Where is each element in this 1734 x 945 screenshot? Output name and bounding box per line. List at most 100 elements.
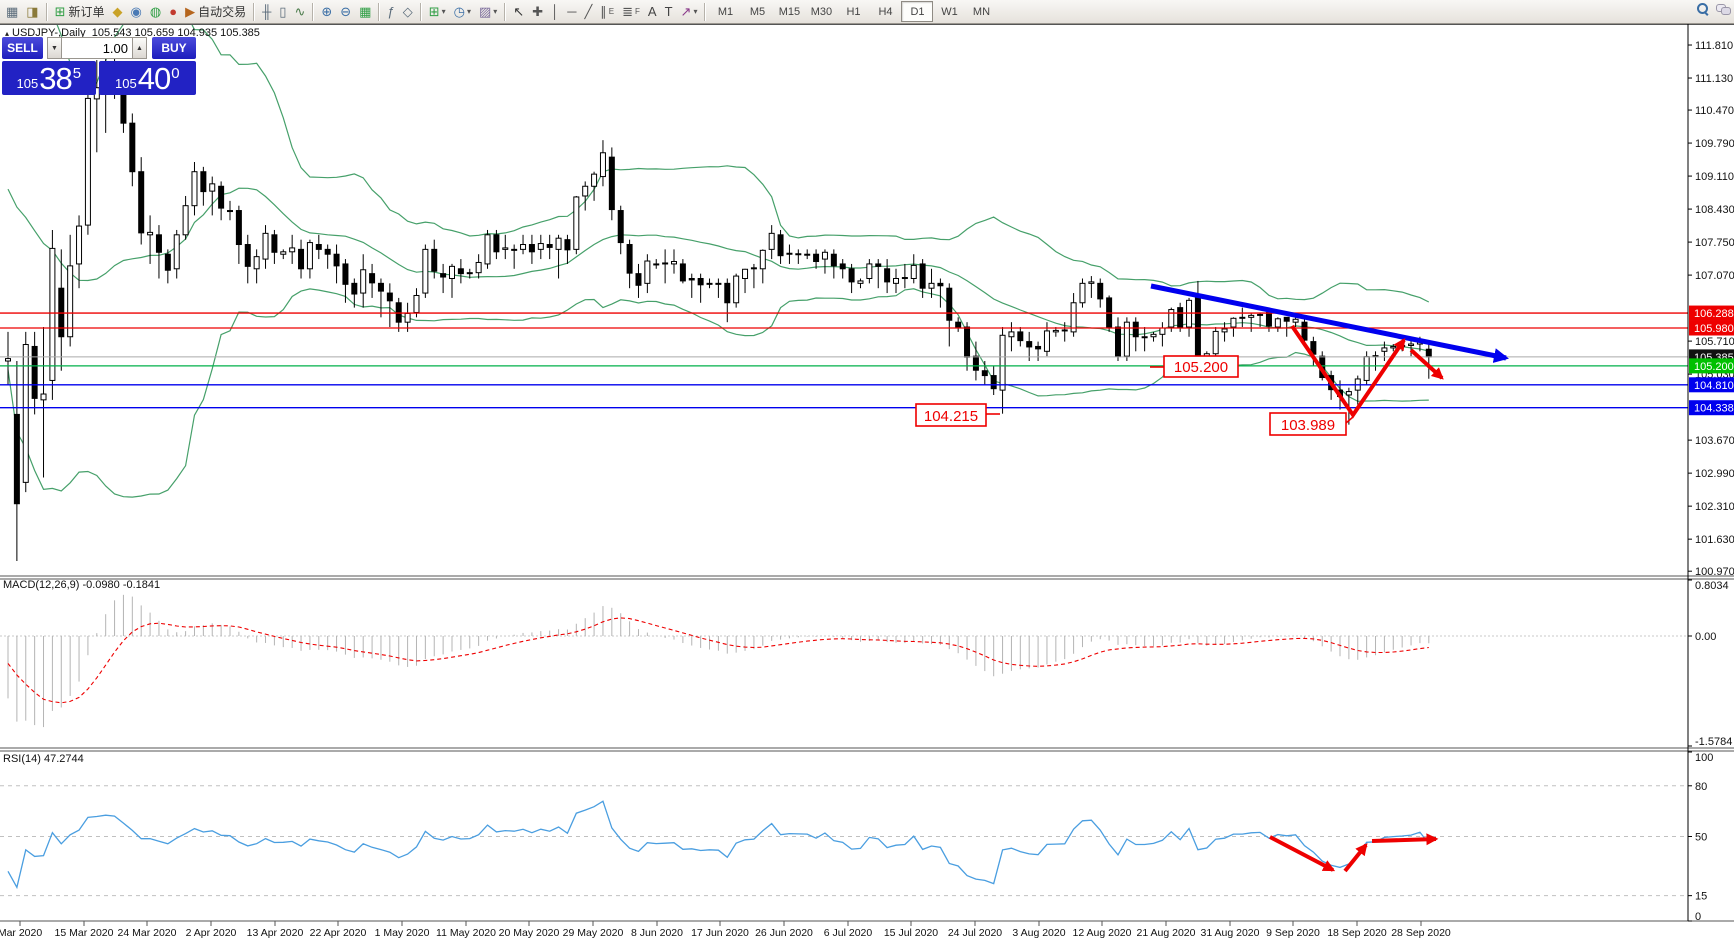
price-badge: [1689, 377, 1734, 393]
autotrading-icon[interactable]: ▶ 自动交易: [185, 4, 247, 19]
svg-text:105.200: 105.200: [1694, 361, 1734, 373]
chat-icon[interactable]: [1716, 3, 1731, 15]
timeframe-h1[interactable]: H1: [846, 6, 861, 18]
svg-text:110.470: 110.470: [1695, 105, 1734, 117]
candlestick-icon[interactable]: ▯: [279, 4, 287, 19]
time-label: 3 Aug 2020: [1012, 927, 1065, 939]
price-badge: [1689, 305, 1734, 321]
timeframe-m5[interactable]: M5: [749, 6, 766, 18]
svg-text:107.750: 107.750: [1695, 237, 1734, 249]
svg-text:109.790: 109.790: [1695, 138, 1734, 150]
svg-text:100.970: 100.970: [1695, 566, 1734, 578]
community-icon[interactable]: ◉: [130, 4, 142, 19]
timeframe-m30[interactable]: M30: [810, 6, 833, 18]
crosshair-icon[interactable]: ✚: [532, 4, 544, 19]
macd-label: MACD(12,26,9) -0.0980 -0.1841: [3, 579, 160, 591]
svg-text:0.00: 0.00: [1695, 631, 1716, 643]
chart-window-icon[interactable]: ▦: [6, 4, 19, 19]
search-icon[interactable]: [1697, 3, 1709, 16]
trendline-icon[interactable]: ╱: [584, 4, 593, 19]
tile-windows-icon[interactable]: ▦: [359, 4, 372, 19]
svg-text:105.200: 105.200: [1174, 359, 1228, 376]
rsi-arrow-annotation: [1269, 835, 1336, 872]
svg-text:104.215: 104.215: [924, 408, 978, 425]
time-label: 24 Mar 2020: [118, 927, 177, 939]
horizontal-line-icon[interactable]: ─: [567, 4, 577, 19]
chart-symbol-period: USDJPY-,Daily: [12, 27, 86, 39]
timeframe-d1[interactable]: D1: [901, 1, 934, 22]
new-order-icon[interactable]: ⊞ 新订单: [54, 4, 105, 19]
chart-title: ▴ USDJPY-,Daily 105.543 105.659 104.935 1…: [5, 27, 260, 39]
chart-collapse-icon[interactable]: ▴: [5, 29, 10, 38]
volume-input[interactable]: [62, 37, 132, 59]
line-chart-icon[interactable]: ∿: [294, 4, 306, 19]
price-badge: [1689, 320, 1734, 336]
objects-list-icon[interactable]: ◇: [402, 4, 413, 19]
vertical-line-icon[interactable]: │: [551, 4, 560, 19]
svg-text:102.310: 102.310: [1695, 501, 1734, 513]
volume-decrease-button[interactable]: ▼: [47, 37, 62, 59]
period-icon[interactable]: ◷ ▾: [453, 4, 471, 19]
time-label: 9 Sep 2020: [1266, 927, 1320, 939]
volume-increase-button[interactable]: ▲: [132, 37, 147, 59]
profiles-icon[interactable]: ◨: [26, 4, 39, 19]
timeframe-w1[interactable]: W1: [941, 6, 958, 18]
svg-text:104.810: 104.810: [1694, 380, 1734, 392]
time-label: 2 Apr 2020: [186, 927, 237, 939]
price-annotation-box: [1269, 412, 1347, 436]
timeframe-m1[interactable]: M1: [717, 6, 734, 18]
red-arrow-annotation: [1409, 348, 1444, 380]
svg-text:105.710: 105.710: [1695, 336, 1734, 348]
svg-text:50: 50: [1695, 832, 1707, 844]
zoom-in-icon[interactable]: ⊕: [321, 4, 333, 19]
arrows-icon[interactable]: ↗ ▾: [680, 4, 698, 19]
text-icon[interactable]: A: [647, 4, 657, 19]
market-icon[interactable]: ●: [169, 4, 178, 19]
svg-text:0: 0: [1695, 911, 1701, 923]
time-label: 13 Apr 2020: [247, 927, 304, 939]
timeframe-m15[interactable]: M15: [778, 6, 801, 18]
signals-icon[interactable]: ◍: [149, 4, 162, 19]
zoom-out-icon[interactable]: ⊖: [340, 4, 352, 19]
time-label: 29 May 2020: [563, 927, 624, 939]
text-label-icon[interactable]: T: [664, 4, 673, 19]
toolbar: ▦ ◨ ⊞ 新订单 ◆ ◉ ◍ ● ▶ 自动交易 ╫ ▯ ∿ ⊕ ⊖ ▦ ƒ ◇ ⊞ ▾ ◷ ▾ ▨ ▾ ↖ ✚ │ ─ ╱ ∥ E ≣ F A T…: [0, 0, 1734, 24]
time-label: 17 Jun 2020: [691, 927, 749, 939]
indicators-icon[interactable]: ◆: [112, 4, 123, 19]
sell-price[interactable]: 105 38 5: [2, 61, 96, 95]
indicator-list-icon[interactable]: ƒ: [387, 4, 395, 19]
timeframe-h4[interactable]: H4: [878, 6, 893, 18]
templates-icon[interactable]: ▨ ▾: [478, 4, 498, 19]
price-chart[interactable]: MACD(12,26,9) -0.0980 -0.1841 RSI(14) 47.…: [0, 24, 1734, 945]
price-annotation-box: [915, 403, 987, 427]
time-label: 8 Jun 2020: [631, 927, 683, 939]
timeframe-mn[interactable]: MN: [972, 6, 991, 18]
time-label: 6 Jul 2020: [824, 927, 873, 939]
cursor-icon[interactable]: ↖: [513, 4, 525, 19]
rsi-arrow-annotation: [1343, 843, 1368, 873]
buy-button[interactable]: BUY: [152, 37, 196, 59]
time-label: Mar 2020: [0, 927, 42, 939]
rsi-label: RSI(14) 47.2744: [3, 753, 84, 765]
time-label: 28 Sep 2020: [1391, 927, 1451, 939]
svg-text:0.8034: 0.8034: [1695, 580, 1729, 592]
time-label: 26 Jun 2020: [755, 927, 813, 939]
price-badge: [1689, 358, 1734, 374]
fibonacci-icon[interactable]: ≣ F: [622, 4, 640, 19]
svg-text:100: 100: [1695, 752, 1713, 764]
trendline-annotation: [1150, 283, 1509, 363]
new-chart-icon[interactable]: ⊞ ▾: [428, 4, 446, 19]
svg-text:101.630: 101.630: [1695, 534, 1734, 546]
channel-icon[interactable]: ∥ E: [600, 4, 615, 19]
svg-text:103.670: 103.670: [1695, 435, 1734, 447]
time-label: 24 Jul 2020: [948, 927, 1002, 939]
svg-text:109.110: 109.110: [1695, 171, 1734, 183]
time-label: 15 Mar 2020: [55, 927, 114, 939]
sell-button[interactable]: SELL: [2, 37, 43, 59]
svg-text:15: 15: [1695, 891, 1707, 903]
buy-price[interactable]: 105 40 0: [98, 61, 196, 95]
time-label: 22 Apr 2020: [310, 927, 367, 939]
svg-text:80: 80: [1695, 781, 1707, 793]
bar-chart-icon[interactable]: ╫: [262, 4, 272, 19]
